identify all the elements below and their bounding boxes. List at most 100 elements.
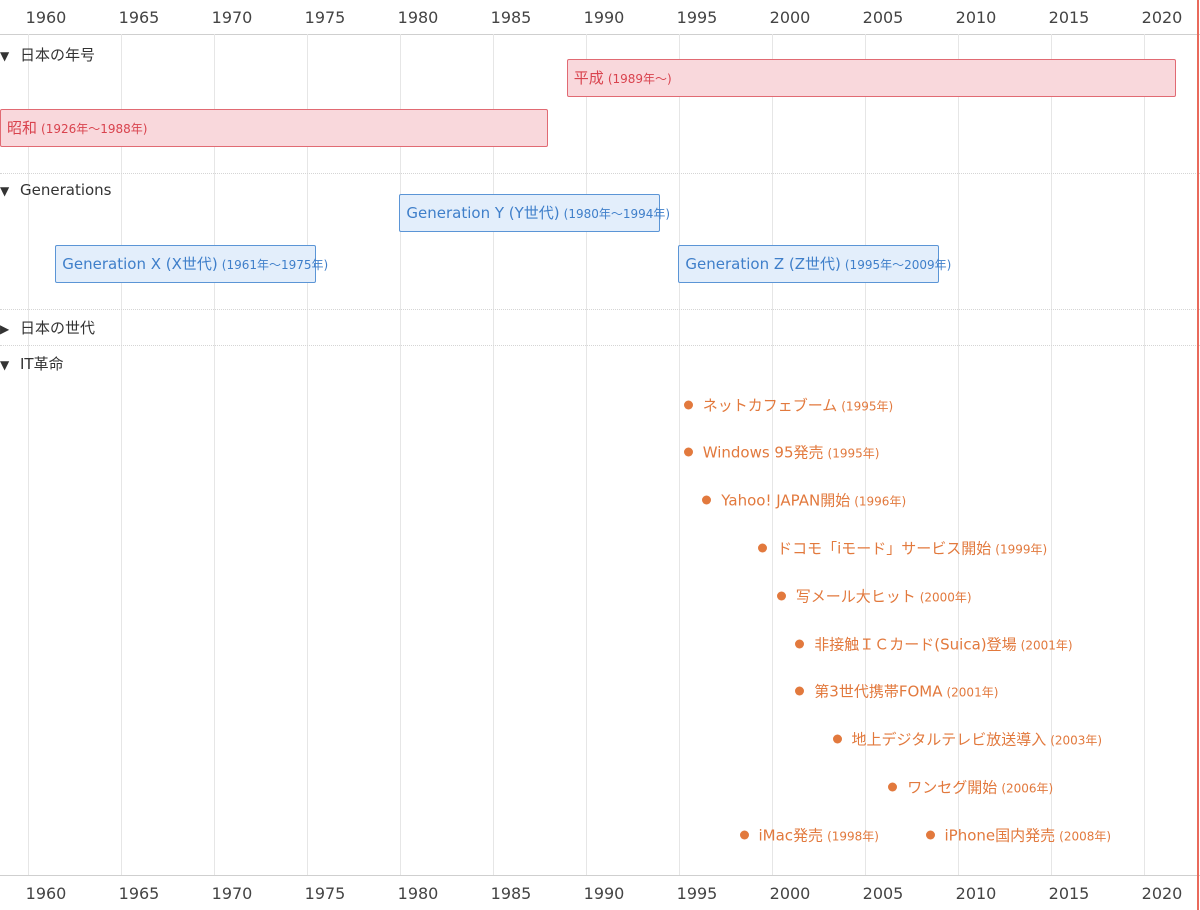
triangle-right-icon[interactable]: ▶ [0, 322, 10, 336]
group-label-text: IT革命 [20, 355, 64, 373]
event-point[interactable]: Windows 95発売 (1995年) [683, 442, 880, 463]
event-dot-icon [795, 639, 805, 649]
group-header-3[interactable]: ▼ IT革命 [0, 353, 64, 374]
generation-range-bar[interactable]: Generation Z (Z世代) (1995年〜2009年) [678, 245, 951, 283]
axis-tick-label: 2015 [1048, 8, 1090, 27]
axis-tick-label: 2020 [1141, 884, 1183, 903]
event-date: (2001年) [946, 685, 999, 700]
gridline [1051, 34, 1052, 875]
event-date: (1995年) [827, 446, 880, 461]
event-date: (1996年) [854, 494, 907, 509]
axis-tick-label: 2005 [862, 8, 904, 27]
axis-tick-label: 2010 [955, 8, 997, 27]
gridline [28, 34, 29, 875]
gridline [307, 34, 308, 875]
event-dot-icon [758, 543, 768, 553]
event-dot-icon [702, 495, 712, 505]
era-range-bar[interactable]: 昭和 (1926年〜1988年) [0, 109, 549, 147]
range-date: (1995年〜2009年) [844, 258, 952, 272]
axis-tick-label: 2010 [955, 884, 997, 903]
gridline [958, 34, 959, 875]
event-label: 写メール大ヒット [795, 587, 916, 606]
event-dot-icon [683, 447, 693, 457]
axis-tick-label: 1975 [304, 884, 346, 903]
event-label: 地上デジタルテレビ放送導入 [851, 730, 1047, 749]
axis-tick-label: 1985 [490, 884, 532, 903]
time-axis-top: 1960 1965 1970 1975 1980 1985 1990 1995 2000 2005… [0, 0, 1200, 35]
event-date: (2000年) [919, 590, 972, 605]
event-label: 非接触ＩＣカード(Suica)登場 [814, 635, 1017, 654]
group-separator [0, 173, 1200, 174]
gridline [214, 34, 215, 875]
axis-tick-label: 1975 [304, 8, 346, 27]
axis-tick-label: 1965 [118, 884, 160, 903]
axis-tick-label: 1965 [118, 8, 160, 27]
range-date: (1926年〜1988年) [41, 122, 148, 136]
event-dot-icon [683, 400, 693, 410]
axis-tick-label: 2015 [1048, 884, 1090, 903]
axis-tick-label: 1980 [397, 884, 439, 903]
axis-tick-label: 2000 [769, 884, 811, 903]
event-label: ドコモ「iモード」サービス開始 [777, 539, 992, 558]
event-label: Yahoo! JAPAN開始 [721, 491, 851, 510]
axis-tick-label: 1960 [25, 884, 67, 903]
gridline [121, 34, 122, 875]
triangle-down-icon[interactable]: ▼ [0, 49, 10, 63]
event-dot-icon [888, 782, 898, 792]
axis-tick-label: 1970 [211, 884, 253, 903]
triangle-down-icon[interactable]: ▼ [0, 358, 10, 372]
range-date: (1980年〜1994年) [563, 207, 671, 221]
event-point[interactable]: 非接触ＩＣカード(Suica)登場 (2001年) [795, 634, 1073, 655]
range-label: Generation X (X世代) [62, 255, 218, 273]
event-dot-icon [832, 734, 842, 744]
event-label: Windows 95発売 [702, 443, 824, 462]
time-axis-bottom: 1960 1965 1970 1975 1980 1985 1990 1995 2000 2005… [0, 875, 1200, 910]
axis-tick-label: 1995 [676, 8, 718, 27]
event-point[interactable]: Yahoo! JAPAN開始 (1996年) [702, 490, 906, 511]
event-point[interactable]: ネットカフェブーム (1995年) [683, 395, 893, 416]
group-separator [0, 309, 1200, 310]
event-dot-icon [739, 830, 749, 840]
axis-tick-label: 1985 [490, 8, 532, 27]
event-date: (2003年) [1050, 733, 1103, 748]
group-label-text: 日本の世代 [20, 319, 96, 337]
gridline [1144, 34, 1145, 875]
range-label: Generation Z (Z世代) [685, 255, 841, 273]
axis-tick-label: 2000 [769, 8, 811, 27]
group-header-1[interactable]: ▼ Generations [0, 181, 112, 199]
generation-range-bar[interactable]: Generation X (X世代) (1961年〜1975年) [55, 245, 328, 283]
axis-tick-label: 1970 [211, 8, 253, 27]
group-header-2[interactable]: ▶ 日本の世代 [0, 317, 95, 338]
gridline [679, 34, 680, 875]
group-header-0[interactable]: ▼ 日本の年号 [0, 44, 95, 65]
event-point[interactable]: ワンセグ開始 (2006年) [888, 777, 1053, 798]
era-range-bar[interactable]: 平成 (1989年〜) [566, 59, 1176, 97]
event-date: (1998年) [827, 829, 879, 844]
axis-tick-label: 1960 [25, 8, 67, 27]
event-point[interactable]: 地上デジタルテレビ放送導入 (2003年) [832, 729, 1103, 750]
event-dot-icon [776, 591, 786, 601]
axis-tick-label: 1990 [583, 8, 625, 27]
event-point[interactable]: iMac発売 (1998年) [739, 825, 879, 846]
event-point[interactable]: 第3世代携帯FOMA (2001年) [795, 681, 998, 702]
generation-range-bar[interactable]: Generation Y (Y世代) (1980年〜1994年) [399, 194, 670, 232]
range-label: 平成 [573, 69, 604, 87]
gridline [772, 34, 773, 875]
event-label: ワンセグ開始 [907, 778, 998, 797]
event-date: (2008年) [1059, 829, 1112, 844]
range-label: Generation Y (Y世代) [406, 204, 560, 222]
group-label-text: 日本の年号 [20, 46, 96, 64]
event-point[interactable]: ドコモ「iモード」サービス開始 (1999年) [758, 538, 1047, 559]
gridline [400, 34, 401, 875]
event-date: (1999年) [995, 542, 1048, 557]
event-date: (2006年) [1001, 781, 1054, 796]
event-point[interactable]: 写メール大ヒット (2000年) [776, 586, 972, 607]
gridline [493, 34, 494, 875]
event-point[interactable]: iPhone国内発売 (2008年) [925, 825, 1112, 846]
event-label: iMac発売 [758, 826, 824, 845]
axis-tick-label: 1995 [676, 884, 718, 903]
axis-tick-label: 1990 [583, 884, 625, 903]
triangle-down-icon[interactable]: ▼ [0, 184, 10, 198]
gridline [865, 34, 866, 875]
